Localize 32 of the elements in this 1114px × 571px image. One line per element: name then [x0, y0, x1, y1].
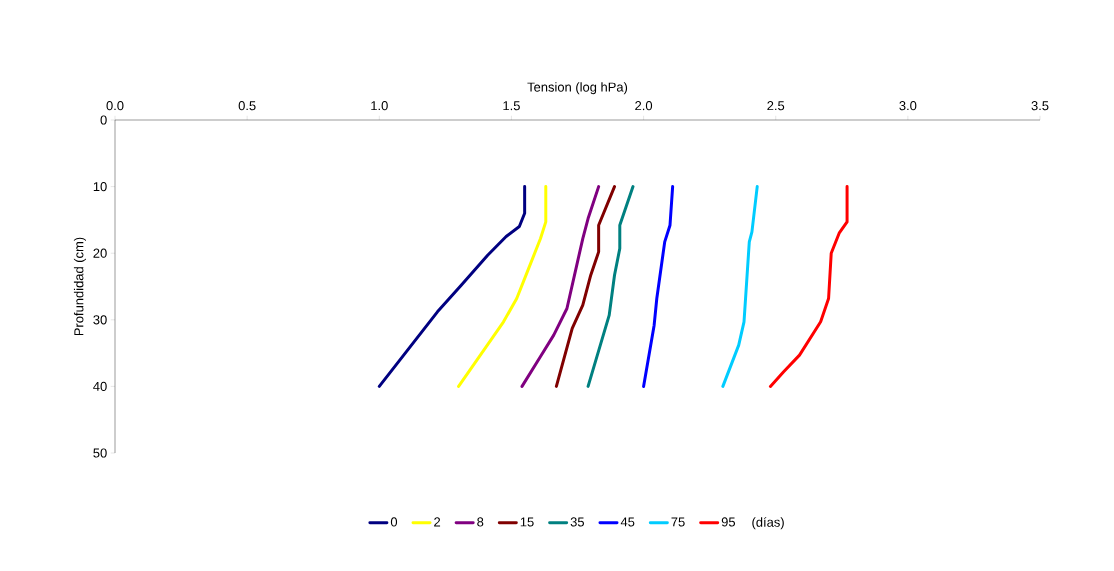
legend-label: 2 — [434, 517, 441, 527]
line-series — [377, 185, 527, 388]
x-tick-label: 2.5 — [767, 101, 785, 111]
legend-label: 95 — [721, 517, 736, 527]
y-tick-label: 50 — [93, 448, 107, 458]
y-tick-label: 20 — [93, 248, 107, 258]
x-tick-label: 0.5 — [238, 101, 256, 111]
x-tick-label: 3.0 — [899, 101, 917, 111]
x-tick-label: 0.0 — [106, 101, 124, 111]
x-tick-label: 3.5 — [1031, 101, 1049, 111]
legend-label: 45 — [620, 517, 635, 527]
legend-label: 15 — [520, 517, 534, 527]
y-tick-label: 10 — [93, 182, 107, 192]
line-series — [554, 185, 616, 388]
legend-title: (días) — [752, 517, 784, 530]
legend-label: 35 — [570, 517, 584, 527]
line-series — [457, 185, 548, 388]
x-tick-label: 2.0 — [635, 101, 653, 111]
legend-label: 75 — [671, 517, 685, 527]
x-tick-label: 1.0 — [371, 101, 388, 111]
line-series — [768, 185, 849, 388]
line-series — [642, 185, 675, 388]
x-axis-title: Tension (log hPa) — [527, 82, 628, 95]
y-axis-title: Profundidad (cm) — [73, 237, 86, 336]
y-tick-label: 30 — [93, 315, 107, 325]
legend-label: 0 — [390, 517, 398, 527]
y-tick-label: 0 — [100, 115, 107, 125]
y-tick-label: 40 — [93, 381, 107, 391]
line-series — [721, 185, 759, 388]
line-series — [586, 185, 635, 388]
legend-label: 8 — [477, 517, 484, 527]
x-tick-label: 1.5 — [503, 101, 520, 111]
